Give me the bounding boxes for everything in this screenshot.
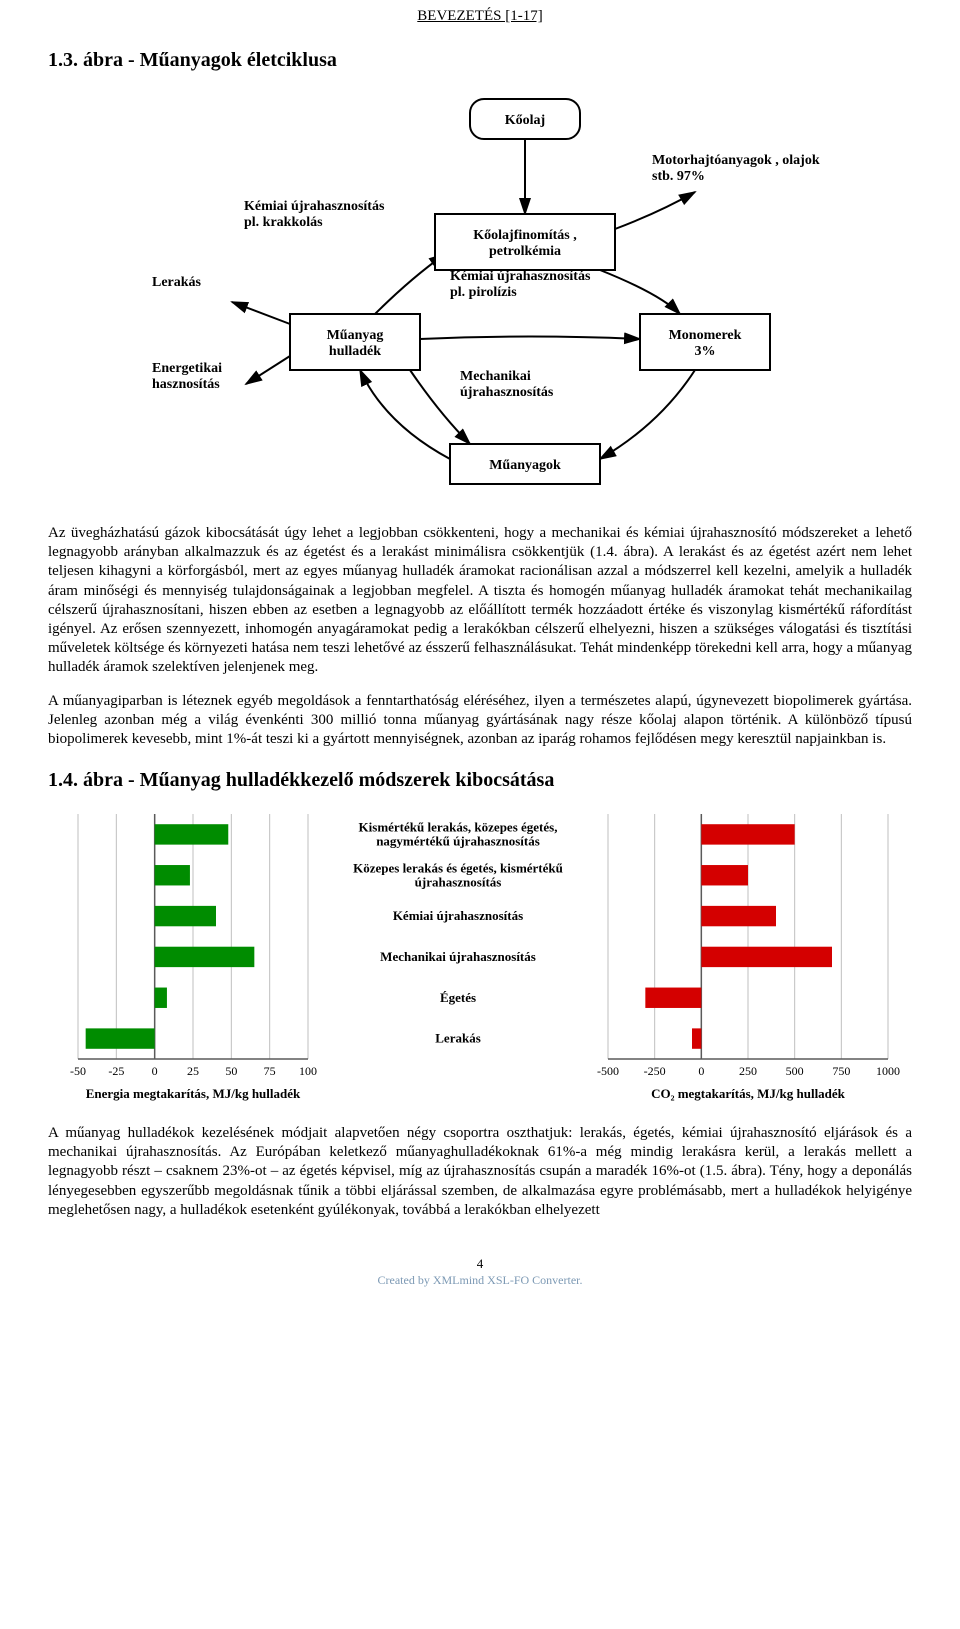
svg-text:100: 100 bbox=[299, 1064, 317, 1078]
svg-text:Motorhajtóanyagok , olajok: Motorhajtóanyagok , olajok bbox=[652, 153, 820, 168]
paragraph-1: Az üvegházhatású gázok kibocsátását úgy … bbox=[48, 524, 912, 678]
svg-text:pl. pirolízis: pl. pirolízis bbox=[450, 285, 517, 300]
svg-text:hulladék: hulladék bbox=[329, 344, 381, 359]
svg-text:75: 75 bbox=[264, 1064, 276, 1078]
emissions-bar-chart: -50-250255075100Energia megtakarítás, MJ… bbox=[48, 804, 908, 1104]
svg-text:Mechanikai: Mechanikai bbox=[460, 369, 531, 384]
svg-text:Kémiai újrahasznosítás: Kémiai újrahasznosítás bbox=[244, 199, 385, 214]
svg-text:hasznosítás: hasznosítás bbox=[152, 377, 220, 392]
svg-text:3%: 3% bbox=[695, 344, 716, 359]
svg-text:Közepes lerakás és égetés, kis: Közepes lerakás és égetés, kismértékű bbox=[353, 860, 563, 875]
svg-text:50: 50 bbox=[225, 1064, 237, 1078]
svg-text:-500: -500 bbox=[597, 1064, 619, 1078]
svg-text:újrahasznosítás: újrahasznosítás bbox=[460, 385, 554, 400]
page-footer: 4 Created by XMLmind XSL-FO Converter. bbox=[48, 1256, 912, 1288]
svg-text:750: 750 bbox=[832, 1064, 850, 1078]
svg-text:500: 500 bbox=[786, 1064, 804, 1078]
svg-text:0: 0 bbox=[698, 1064, 704, 1078]
svg-text:pl. krakkolás: pl. krakkolás bbox=[244, 215, 323, 230]
page-number: 4 bbox=[48, 1256, 912, 1272]
svg-text:CO₂ megtakarítás, MJ/kg hullad: CO₂ megtakarítás, MJ/kg hulladék bbox=[651, 1086, 846, 1101]
svg-text:Kémiai újrahasznosítás: Kémiai újrahasznosítás bbox=[450, 269, 591, 284]
paragraph-3: A műanyag hulladékok kezelésének módjait… bbox=[48, 1124, 912, 1220]
paragraph-2: A műanyagiparban is léteznek egyéb megol… bbox=[48, 692, 912, 750]
lifecycle-flowchart: Kőolaj Kőolajfinomítás ,petrolkémia Monome… bbox=[100, 84, 860, 504]
svg-text:-25: -25 bbox=[108, 1064, 124, 1078]
section-2-title: 1.4. ábra - Műanyag hulladékkezelő módsz… bbox=[48, 769, 912, 792]
section-1-title: 1.3. ábra - Műanyagok életciklusa bbox=[48, 49, 912, 72]
svg-text:250: 250 bbox=[739, 1064, 757, 1078]
svg-text:Kémiai újrahasznosítás: Kémiai újrahasznosítás bbox=[393, 908, 523, 923]
svg-text:Energetikai: Energetikai bbox=[152, 361, 222, 376]
page-header: BEVEZETÉS [1-17] bbox=[48, 8, 912, 25]
svg-text:Égetés: Égetés bbox=[440, 990, 476, 1005]
svg-text:Kőolaj: Kőolaj bbox=[505, 113, 545, 128]
svg-text:Monomerek: Monomerek bbox=[669, 328, 742, 343]
svg-text:25: 25 bbox=[187, 1064, 199, 1078]
svg-text:petrolkémia: petrolkémia bbox=[489, 244, 561, 259]
svg-text:Lerakás: Lerakás bbox=[152, 275, 202, 290]
footer-credit: Created by XMLmind XSL-FO Converter. bbox=[378, 1273, 583, 1287]
svg-text:Kőolajfinomítás ,: Kőolajfinomítás , bbox=[473, 228, 576, 243]
svg-text:-250: -250 bbox=[644, 1064, 666, 1078]
svg-text:-50: -50 bbox=[70, 1064, 86, 1078]
svg-text:1000: 1000 bbox=[876, 1064, 900, 1078]
svg-text:újrahasznosítás: újrahasznosítás bbox=[415, 874, 502, 889]
svg-text:Mechanikai újrahasznosítás: Mechanikai újrahasznosítás bbox=[380, 949, 536, 964]
svg-text:Lerakás: Lerakás bbox=[435, 1031, 481, 1046]
svg-text:Műanyag: Műanyag bbox=[327, 328, 384, 343]
svg-text:Energia megtakarítás, MJ/kg hu: Energia megtakarítás, MJ/kg hulladék bbox=[86, 1086, 301, 1101]
svg-text:Műanyagok: Műanyagok bbox=[489, 458, 561, 473]
svg-text:0: 0 bbox=[152, 1064, 158, 1078]
svg-text:Kismértékű lerakás, közepes ég: Kismértékű lerakás, közepes égetés, bbox=[359, 819, 558, 834]
svg-text:nagymértékű újrahasznosítás: nagymértékű újrahasznosítás bbox=[376, 833, 540, 848]
svg-text:stb. 97%: stb. 97% bbox=[652, 169, 705, 184]
